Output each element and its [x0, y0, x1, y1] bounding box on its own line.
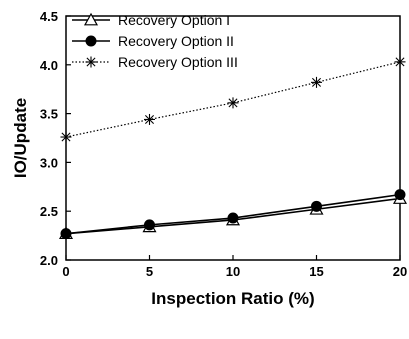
legend: Recovery Option I Recovery Option II Recov… [72, 12, 238, 70]
asterisk-stroke [395, 57, 405, 67]
legend-marker-1 [83, 12, 99, 26]
y-tick-label: 2.5 [40, 204, 58, 219]
legend-label-1: Recovery Option I [118, 12, 230, 28]
x-axis: 0 5 10 15 20 [62, 255, 407, 279]
y-axis-title: IO/Update [11, 98, 30, 178]
y-tick-label: 3.0 [40, 155, 58, 170]
series-3-point [394, 56, 406, 68]
series-2-point [311, 200, 322, 212]
series-group [58, 56, 408, 240]
y-tick-label: 3.5 [40, 107, 58, 122]
series-2-point [394, 189, 406, 201]
asterisk-stroke [61, 132, 71, 142]
asterisk-stroke [144, 114, 155, 124]
asterisk-stroke [86, 57, 96, 67]
x-tick-label: 20 [393, 264, 407, 279]
legend-label-3: Recovery Option III [118, 54, 238, 70]
series-3-point [144, 113, 155, 125]
legend-marker-2 [85, 35, 97, 47]
asterisk-stroke [228, 98, 238, 108]
legend-label-2: Recovery Option II [118, 33, 234, 49]
x-axis-title: Inspection Ratio (%) [151, 289, 314, 308]
series-2-point [144, 219, 155, 231]
asterisk-stroke [311, 77, 322, 87]
x-tick-label: 15 [309, 264, 323, 279]
series-2-point [60, 228, 72, 240]
series-3-point [311, 76, 322, 88]
x-tick-label: 5 [146, 264, 153, 279]
series-3-point [60, 131, 72, 143]
series-3-point [227, 97, 239, 109]
legend-marker-3 [85, 56, 97, 68]
y-tick-label: 4.0 [40, 58, 58, 73]
y-tick-label: 2.0 [40, 253, 58, 268]
series-line-3 [65, 61, 401, 138]
x-tick-label: 0 [62, 264, 69, 279]
series-2-point [227, 212, 239, 224]
y-axis: 2.0 2.5 3.0 3.5 4.0 4.5 [40, 9, 71, 268]
x-tick-label: 10 [226, 264, 240, 279]
y-tick-label: 4.5 [40, 9, 58, 24]
